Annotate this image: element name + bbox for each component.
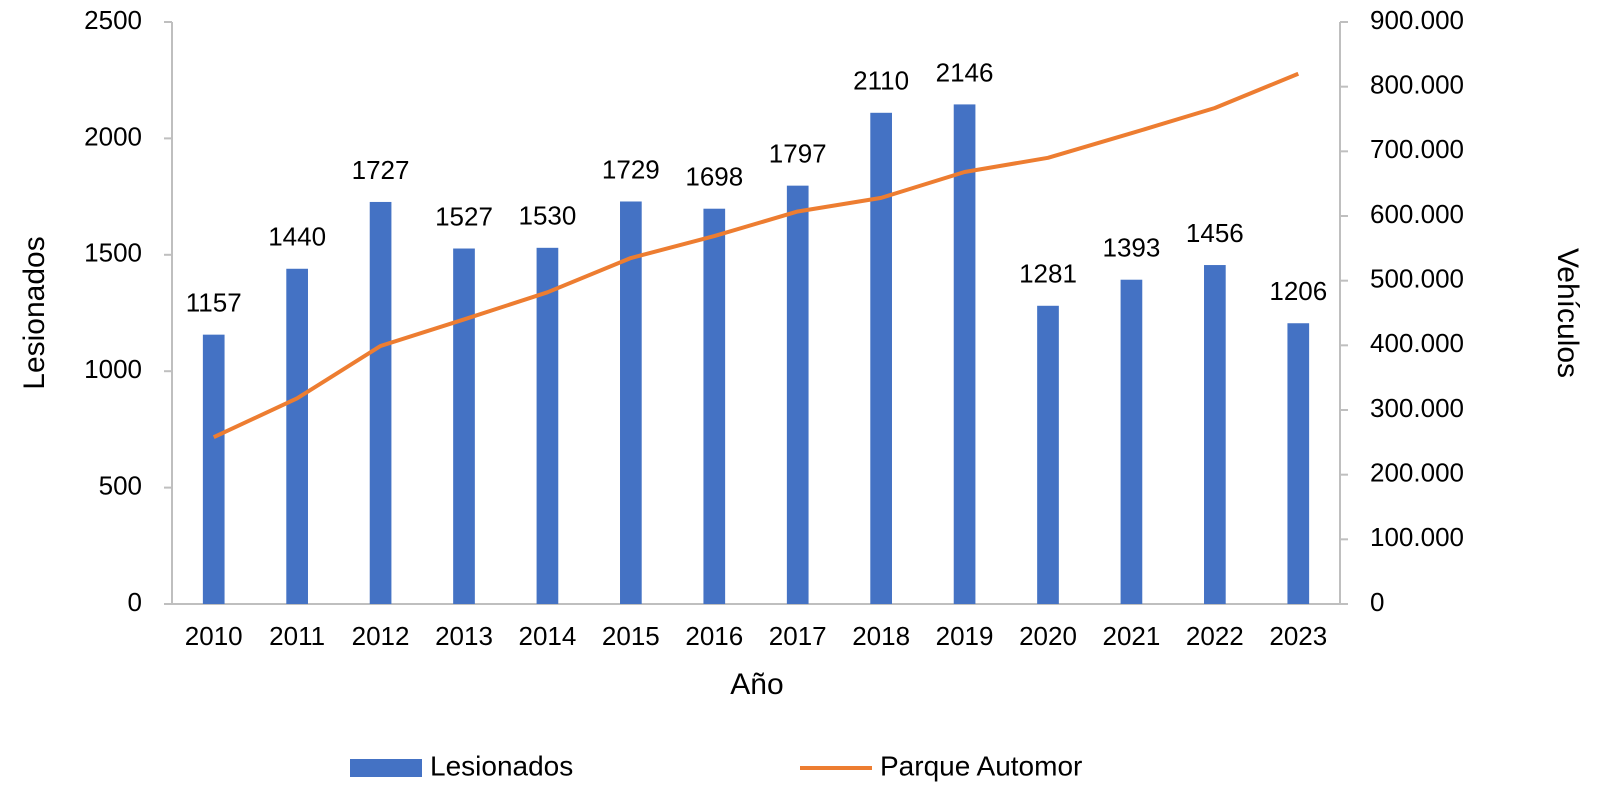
data-label: 1440 (268, 222, 326, 252)
bar (202, 334, 225, 604)
x-tick-label: 2022 (1186, 621, 1244, 651)
y-tick-label: 2500 (84, 5, 142, 35)
x-axis-label: Año (730, 668, 783, 701)
bar (1037, 305, 1059, 604)
x-tick-label: 2019 (936, 621, 994, 651)
data-label: 1530 (519, 201, 577, 231)
y-tick-label: 1000 (84, 354, 142, 384)
y-tick-label: 500 (99, 470, 142, 500)
data-label: 1727 (352, 155, 410, 185)
y-axis-label: Lesionados (18, 236, 51, 389)
y2-tick-label: 800.000 (1370, 70, 1464, 100)
data-label: 2110 (853, 66, 909, 96)
data-label: 1157 (186, 288, 242, 318)
x-tick-label: 2017 (769, 621, 827, 651)
y2-tick-label: 600.000 (1370, 199, 1464, 229)
x-tick-label: 2011 (269, 621, 325, 651)
x-tick-label: 2023 (1269, 621, 1327, 651)
y2-tick-label: 400.000 (1370, 328, 1464, 358)
data-label: 1797 (769, 139, 827, 169)
x-tick-label: 2010 (185, 621, 243, 651)
x-tick-label: 2018 (852, 621, 910, 651)
x-tick-label: 2012 (352, 621, 410, 651)
y2-tick-label: 700.000 (1370, 134, 1464, 164)
y2-tick-label: 500.000 (1370, 264, 1464, 294)
bar (1287, 323, 1310, 604)
y2-tick-label: 300.000 (1370, 393, 1464, 423)
bar (953, 104, 976, 605)
data-label: 1456 (1186, 218, 1244, 248)
bar (786, 185, 809, 605)
bar (286, 268, 308, 604)
data-label: 1698 (685, 162, 743, 192)
bar (369, 201, 392, 604)
data-label: 1729 (602, 154, 660, 184)
y-tick-label: 2000 (84, 121, 142, 151)
bar (536, 247, 559, 605)
y2-tick-label: 200.000 (1370, 458, 1464, 488)
y2-tick-label: 0 (1370, 587, 1384, 617)
x-tick-label: 2013 (435, 621, 493, 651)
y2-axis-label: Vehículos (1551, 248, 1584, 378)
bar (870, 112, 892, 605)
y-tick-label: 0 (128, 587, 142, 617)
legend-label: Parque Automor (880, 750, 1082, 781)
legend-label: Lesionados (430, 750, 573, 781)
data-label: 1527 (435, 201, 493, 231)
y-tick-label: 1500 (84, 238, 142, 268)
bar (620, 201, 642, 604)
bar (703, 208, 726, 604)
bar (1204, 265, 1226, 604)
bar (453, 248, 475, 604)
x-tick-label: 2014 (519, 621, 577, 651)
data-label: 1206 (1269, 276, 1327, 306)
data-label: 1281 (1019, 259, 1077, 289)
x-tick-label: 2020 (1019, 621, 1077, 651)
x-tick-label: 2015 (602, 621, 660, 651)
data-label: 2146 (936, 57, 994, 87)
line (212, 71, 1300, 439)
y2-tick-label: 900.000 (1370, 5, 1464, 35)
x-tick-label: 2016 (685, 621, 743, 651)
bar (1120, 279, 1143, 604)
x-tick-label: 2021 (1103, 621, 1161, 651)
data-label: 1393 (1103, 233, 1161, 263)
y2-tick-label: 100.000 (1370, 522, 1464, 552)
legend-swatch (350, 759, 422, 777)
